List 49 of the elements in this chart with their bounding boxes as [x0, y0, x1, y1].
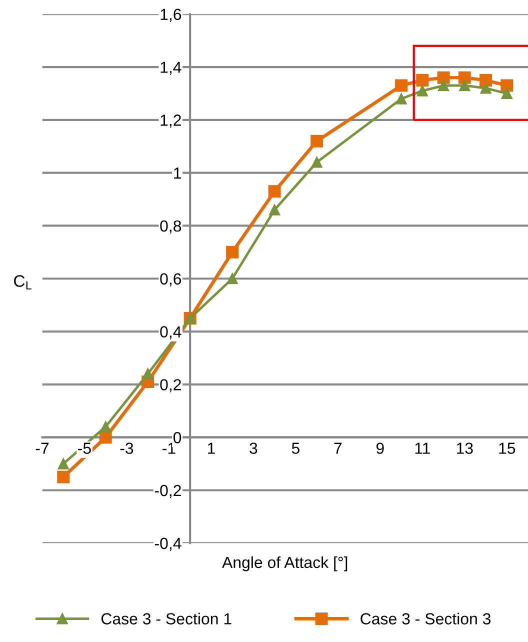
x-tick-label: -3 — [120, 442, 134, 454]
point — [500, 79, 514, 92]
point — [269, 204, 280, 216]
point — [226, 273, 238, 284]
point — [416, 85, 428, 96]
y-tick-label: 1,6 — [160, 8, 182, 22]
y-tick-label: -0,2 — [154, 484, 181, 498]
point — [57, 470, 70, 484]
y-tick-label: 0,2 — [160, 379, 181, 392]
x-tick-label: 13 — [456, 442, 473, 454]
y-tick-label: -0,4 — [154, 538, 182, 551]
point — [395, 79, 408, 92]
x-tick-label: -5 — [78, 442, 91, 454]
point — [142, 368, 154, 380]
y-tick-label: 1,4 — [160, 62, 182, 75]
point — [437, 71, 450, 84]
x-tick-label: 1 — [208, 442, 215, 454]
point — [58, 458, 69, 470]
legend-label: Case 3 - Section 1 — [101, 612, 232, 624]
point — [100, 421, 112, 432]
legend-label: Case 3 - Section 3 — [360, 612, 491, 624]
point — [268, 185, 281, 198]
point — [480, 82, 492, 94]
point — [480, 74, 492, 86]
point — [226, 246, 239, 258]
x-tick-label: 3 — [250, 442, 258, 454]
x-tick-label: -1 — [162, 442, 176, 454]
x-tick-label: -7 — [36, 442, 49, 454]
x-axis-title: Angle of Attack [°] — [222, 556, 348, 572]
point — [458, 71, 471, 84]
y-tick-label: 1,2 — [160, 114, 181, 128]
point — [396, 93, 407, 104]
y-tick-label: 1 — [174, 168, 181, 179]
x-tick-label: 7 — [334, 442, 342, 454]
x-tick-label: 15 — [499, 442, 516, 454]
point — [459, 80, 470, 92]
y-tick-label: 0,4 — [160, 326, 182, 340]
x-tick-label: 5 — [292, 442, 300, 454]
point — [501, 88, 512, 100]
point — [311, 156, 322, 168]
point — [438, 80, 450, 92]
y-tick-label: 0 — [173, 432, 182, 444]
x-tick-label: 11 — [415, 442, 430, 454]
y-tick-label: 0,6 — [160, 273, 182, 286]
y-tick-label: 0,8 — [160, 220, 182, 234]
y-axis-title: C$_{L}$ — [14, 275, 32, 290]
point — [310, 134, 324, 148]
point — [416, 74, 429, 86]
x-tick-label: 9 — [376, 442, 384, 454]
